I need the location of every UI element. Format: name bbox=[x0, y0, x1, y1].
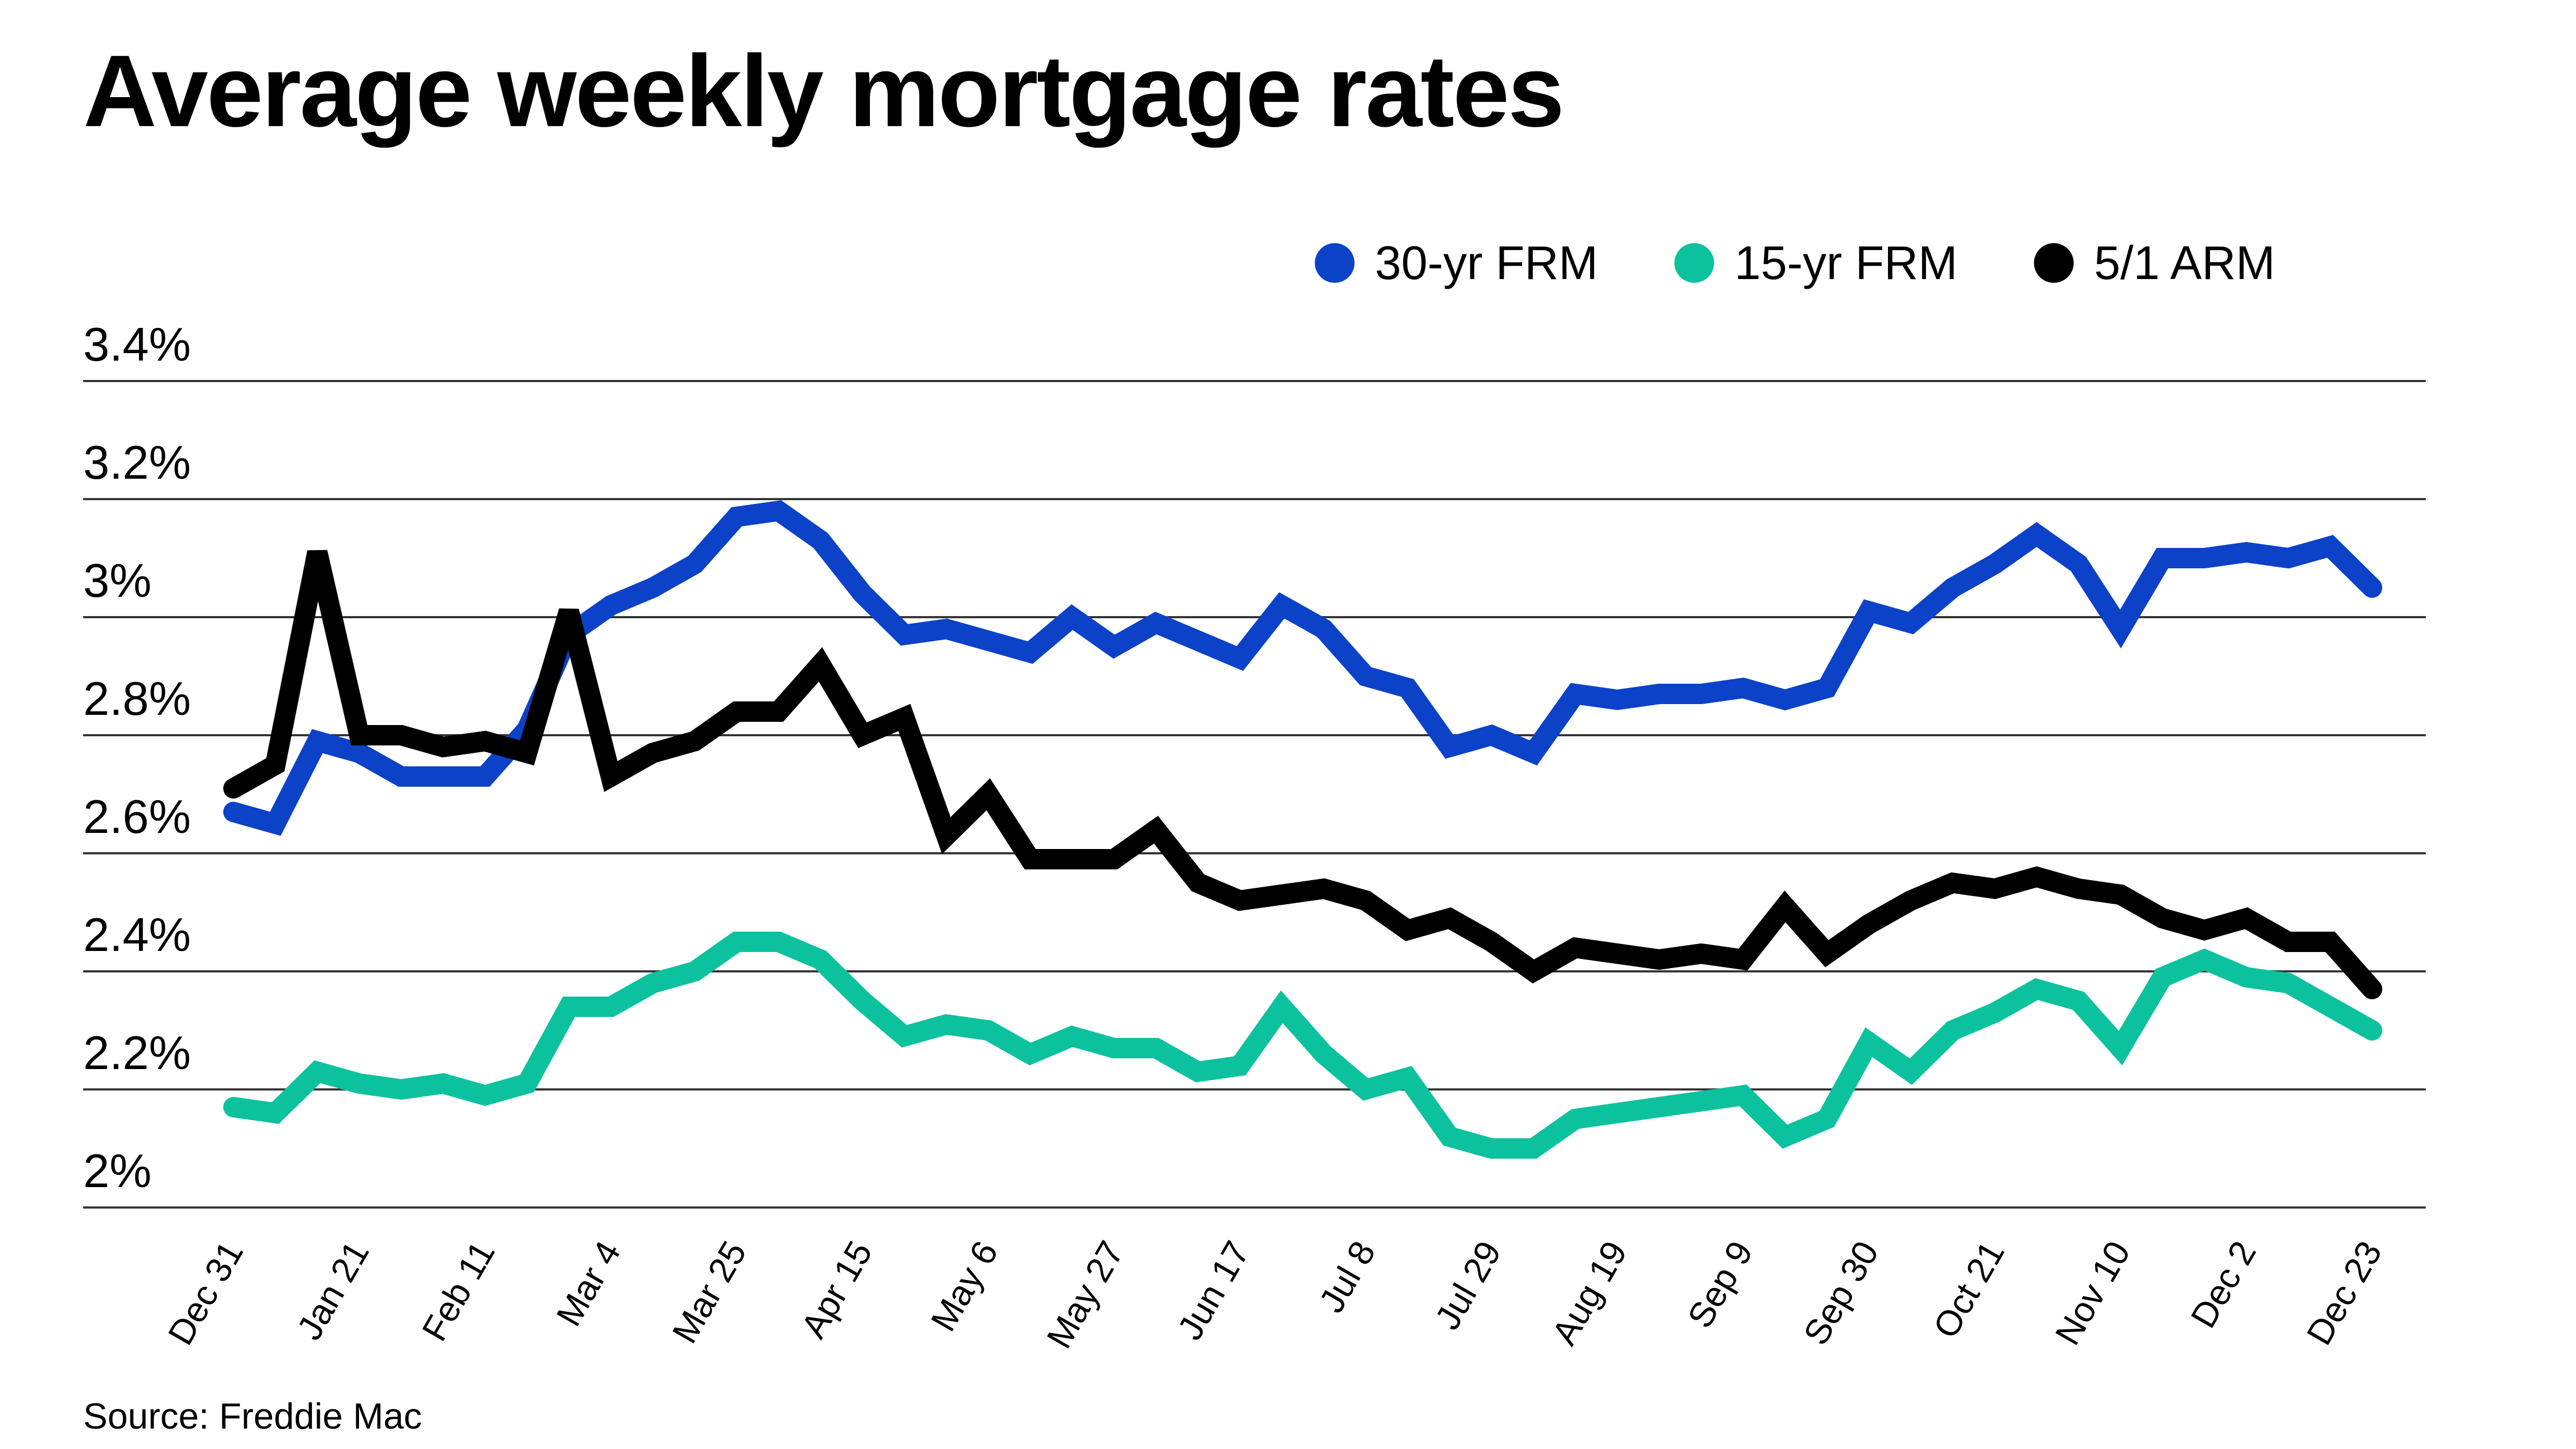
y-tick-label: 3.4% bbox=[83, 318, 191, 371]
series-line-15-yr-frm bbox=[223, 932, 2382, 1159]
legend-label-arm: 5/1 ARM bbox=[2094, 236, 2275, 289]
x-tick-label: Jul 8 bbox=[1311, 1234, 1383, 1319]
legend-dot-30yr bbox=[1315, 243, 1355, 283]
x-tick-label: Dec 2 bbox=[2183, 1234, 2263, 1334]
x-tick-label: May 27 bbox=[1039, 1234, 1131, 1355]
legend-dot-arm bbox=[2034, 243, 2074, 283]
series-lines bbox=[223, 500, 2382, 1159]
x-tick-label: Mar 4 bbox=[548, 1234, 628, 1333]
x-tick-label: Apr 15 bbox=[793, 1234, 880, 1344]
legend-item-30yr: 30-yr FRM bbox=[1315, 220, 1598, 306]
x-tick-label: Dec 23 bbox=[2299, 1234, 2389, 1351]
chart-title: Average weekly mortgage rates bbox=[83, 34, 1564, 148]
x-tick-label: Sep 9 bbox=[1680, 1234, 1760, 1334]
legend-item-15yr: 15-yr FRM bbox=[1674, 220, 1958, 306]
y-tick-label: 2.2% bbox=[83, 1026, 191, 1079]
gridlines bbox=[83, 380, 2426, 1209]
x-tick-label: Jun 17 bbox=[1169, 1234, 1257, 1346]
series-line-5-1-arm bbox=[223, 550, 2382, 999]
x-tick-label: Dec 31 bbox=[160, 1234, 251, 1351]
legend-dot-15yr bbox=[1674, 243, 1714, 283]
x-tick-label: Mar 25 bbox=[664, 1234, 754, 1350]
x-tick-label: Aug 19 bbox=[1544, 1234, 1635, 1351]
legend-label-30yr: 30-yr FRM bbox=[1375, 236, 1598, 289]
y-axis: 2% 2.2% 2.4% 2.6% 2.8% 3% 3.2% 3.4% bbox=[83, 318, 191, 1197]
x-tick-label: Feb 11 bbox=[414, 1234, 502, 1348]
y-tick-label: 3.2% bbox=[83, 436, 191, 489]
legend: 30-yr FRM 15-yr FRM 5/1 ARM bbox=[0, 220, 2576, 306]
x-tick-label: Oct 21 bbox=[1926, 1234, 2012, 1344]
x-tick-label: May 6 bbox=[923, 1234, 1006, 1338]
x-tick-label: Jul 29 bbox=[1427, 1234, 1509, 1336]
legend-item-arm: 5/1 ARM bbox=[2034, 220, 2275, 306]
x-axis: Dec 31 Jan 21 Feb 11 Mar 4 Mar 25 Apr 15 May 6… bbox=[160, 1234, 2389, 1355]
source-note: Source: Freddie Mac bbox=[83, 1396, 422, 1437]
y-tick-label: 2% bbox=[83, 1144, 151, 1197]
y-tick-label: 3% bbox=[83, 554, 151, 607]
y-tick-label: 2.4% bbox=[83, 908, 191, 961]
series-line-30-yr-frm bbox=[223, 500, 2382, 836]
legend-label-15yr: 15-yr FRM bbox=[1735, 236, 1958, 289]
x-tick-label: Nov 10 bbox=[2047, 1234, 2138, 1351]
x-tick-label: Sep 30 bbox=[1796, 1234, 1886, 1351]
y-tick-label: 2.6% bbox=[83, 790, 191, 843]
y-tick-label: 2.8% bbox=[83, 672, 191, 725]
x-tick-label: Jan 21 bbox=[289, 1234, 376, 1346]
